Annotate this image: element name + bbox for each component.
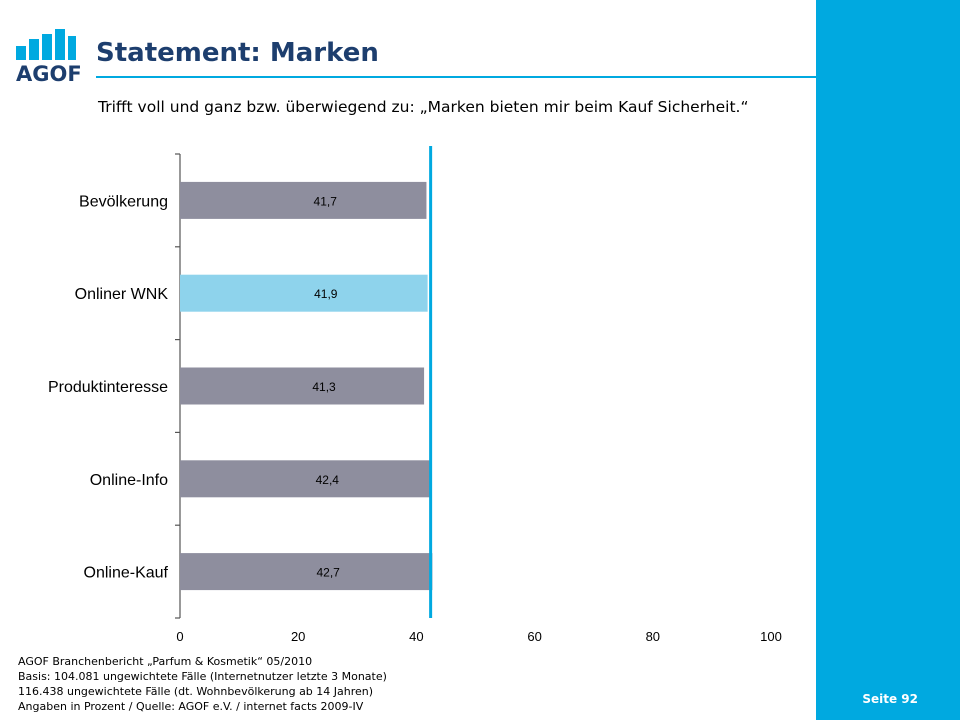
- chart-subtitle: Trifft voll und ganz bzw. überwiegend zu…: [98, 98, 749, 116]
- x-tick-label: 20: [291, 629, 305, 644]
- category-label: Produktinteresse: [48, 379, 168, 396]
- x-tick-label: 40: [409, 629, 423, 644]
- bar: [180, 460, 431, 498]
- data-label: 41,7: [314, 194, 338, 208]
- x-tick-label: 80: [646, 629, 660, 644]
- data-label: 42,4: [316, 473, 340, 487]
- category-label: Onliner WNK: [75, 286, 169, 303]
- footer-line-basis-2: 116.438 ungewichtete Fälle (dt. Wohnbevö…: [18, 685, 374, 698]
- category-label: Bevölkerung: [79, 193, 168, 210]
- logo-text: AGOF: [16, 62, 82, 86]
- data-label: 41,3: [312, 380, 336, 394]
- page-number: Seite 92: [862, 692, 918, 706]
- bar: [180, 553, 433, 591]
- footer-notes: AGOF Branchenbericht „Parfum & Kosmetik“…: [18, 654, 387, 714]
- agof-logo-icon: [16, 29, 76, 60]
- footer-line-reference: Angaben in Prozent / Quelle: AGOF e.V. /…: [18, 700, 364, 713]
- category-label: Online-Kauf: [84, 565, 169, 582]
- right-accent-band: [816, 0, 960, 720]
- x-tick-label: 100: [760, 629, 782, 644]
- footer-line-basis-1: Basis: 104.081 ungewichtete Fälle (Inter…: [18, 670, 387, 683]
- chart-bars: [180, 181, 433, 591]
- bar: [180, 181, 427, 219]
- x-tick-label: 60: [527, 629, 541, 644]
- data-label: 42,7: [316, 566, 340, 580]
- title-divider: [96, 76, 816, 78]
- category-label: Online-Info: [90, 472, 168, 489]
- bar: [180, 367, 425, 405]
- bar: [180, 274, 428, 312]
- page-title: Statement: Marken: [96, 38, 379, 68]
- chart-axes: [175, 153, 181, 619]
- footer-line-source: AGOF Branchenbericht „Parfum & Kosmetik“…: [18, 655, 313, 668]
- x-tick-label: 0: [176, 629, 183, 644]
- chart-labels: 0 20 40 60 80 100 Bevölkerung 41,7 Onliner WNK 41…: [48, 193, 782, 644]
- bar-chart: 0 20 40 60 80 100 Bevölkerung 41,7 Onliner WNK 41…: [48, 146, 782, 644]
- data-label: 41,9: [314, 287, 338, 301]
